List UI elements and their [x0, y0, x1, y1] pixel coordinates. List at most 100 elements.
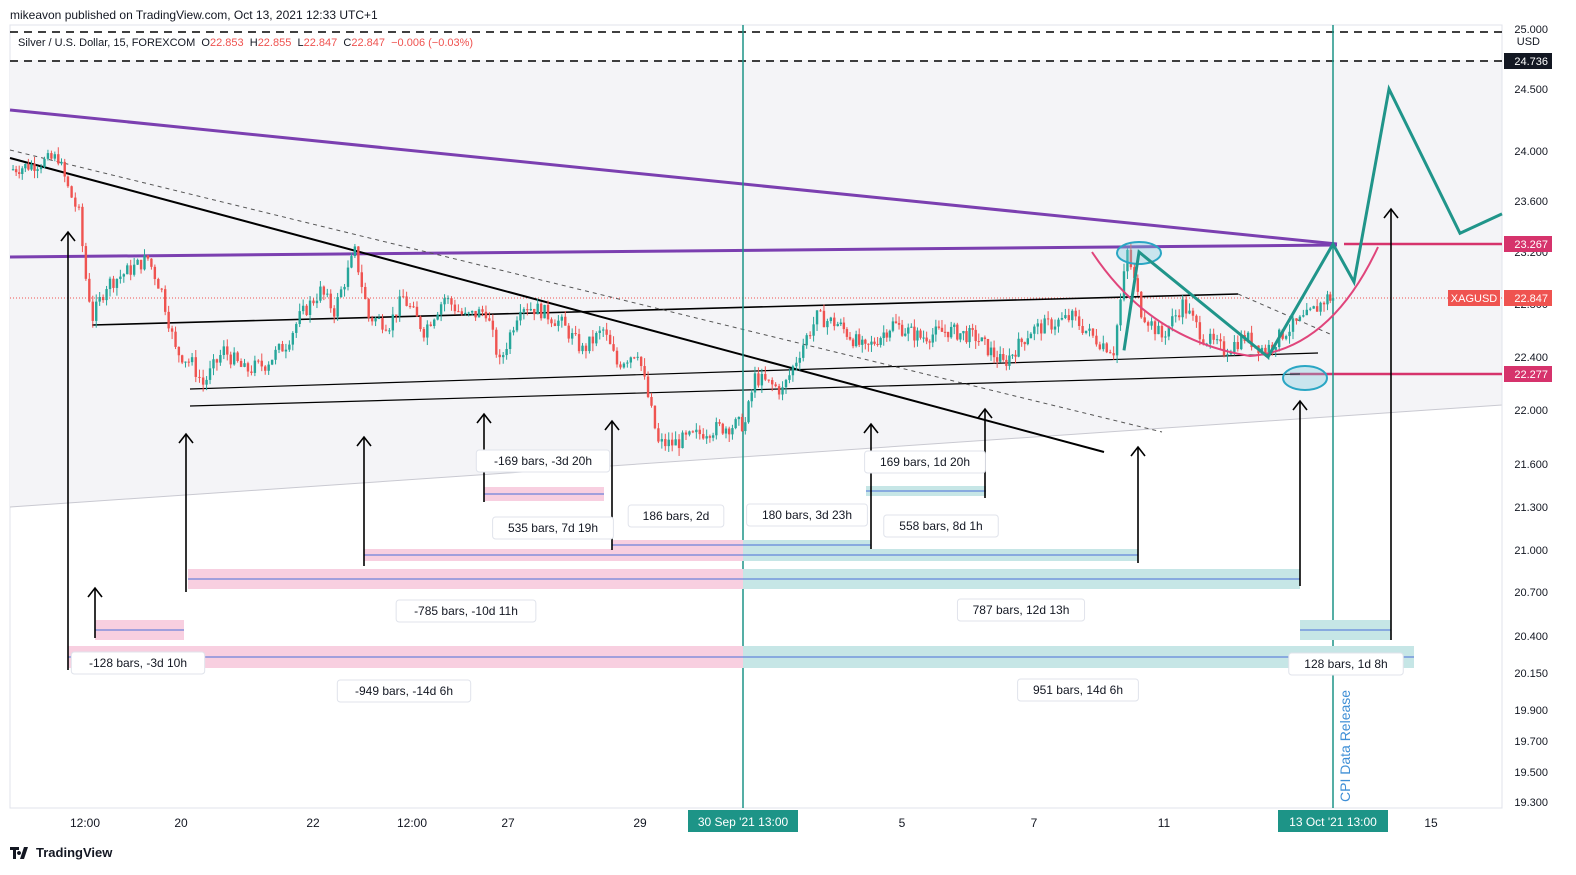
candle-body — [50, 153, 53, 159]
candle-body — [229, 354, 232, 365]
candle-body — [653, 405, 657, 429]
candle-body — [702, 434, 705, 439]
candle-body — [30, 163, 33, 170]
price-badge — [1504, 236, 1552, 252]
candle-body — [677, 439, 681, 449]
candle-body — [913, 326, 916, 341]
candle-body — [95, 301, 98, 321]
candle-body — [160, 288, 163, 290]
candle-body — [1008, 355, 1011, 366]
candle-body — [519, 311, 522, 321]
y-tick-label: 20.400 — [1514, 631, 1548, 643]
candle-body — [564, 316, 567, 326]
candle-body — [412, 306, 415, 308]
candle-body — [815, 310, 819, 325]
candle-body — [180, 355, 184, 363]
currency-label: USD — [1517, 36, 1540, 48]
candle-body — [498, 354, 501, 358]
candle-body — [851, 339, 855, 347]
candle-body — [822, 310, 826, 328]
candle-body — [226, 346, 229, 355]
candle-body — [956, 324, 959, 340]
candle-body — [60, 161, 63, 164]
candle-body — [1011, 354, 1014, 356]
candle-body — [660, 439, 664, 442]
candle-body — [1177, 315, 1181, 318]
candle-body — [377, 318, 381, 320]
measure-label: 787 bars, 12d 13h — [973, 603, 1070, 617]
candle-body — [1326, 294, 1329, 305]
candle-body — [477, 309, 481, 318]
candle-body — [688, 431, 691, 435]
candle-body — [1174, 315, 1177, 317]
candle-body — [57, 154, 60, 164]
price-badge-label: 22.277 — [1514, 369, 1548, 381]
measure-label-box — [746, 503, 868, 527]
arrow-186-head — [604, 419, 620, 431]
candle-body — [1081, 326, 1084, 334]
candle-body — [115, 278, 119, 288]
candle-body — [398, 296, 401, 316]
measure-label-box — [627, 504, 725, 528]
x-tick-label: 22 — [306, 816, 320, 830]
symbol-title: Silver / U.S. Dollar, 15, FOREXCOM — [18, 37, 196, 49]
candle-body — [1023, 342, 1026, 345]
candle-body — [619, 364, 622, 368]
candle-body — [536, 303, 539, 315]
candle-body — [1160, 325, 1164, 338]
candle-body — [1091, 328, 1095, 336]
price-badge — [1504, 366, 1552, 382]
candle-body — [319, 286, 322, 301]
candle-body — [791, 366, 795, 376]
candle-body — [1002, 354, 1005, 360]
candle-body — [1119, 299, 1122, 326]
price-badge — [1504, 53, 1552, 69]
candle-body — [670, 439, 674, 446]
candle-body — [919, 330, 922, 338]
candle-body — [903, 333, 907, 336]
candle-body — [450, 298, 453, 305]
candle-body — [329, 293, 332, 309]
candle-body — [281, 344, 284, 352]
time-badge — [688, 810, 798, 832]
candle-body — [308, 300, 312, 315]
measure-label: 180 bars, 3d 23h — [762, 508, 852, 522]
x-tick-label: 11 — [1158, 816, 1171, 830]
candle-body — [364, 286, 367, 300]
candle-body — [1064, 315, 1067, 319]
candle-body — [870, 341, 873, 345]
measure-label-box — [492, 516, 614, 540]
candle-body — [139, 259, 143, 270]
footer-brand[interactable]: TradingView — [10, 845, 112, 860]
candle-body — [995, 357, 999, 362]
candle-body — [598, 330, 601, 333]
candle-body — [965, 331, 968, 343]
candle-body — [974, 329, 977, 342]
candle-body — [98, 296, 101, 302]
candle-body — [27, 163, 30, 170]
candle-body — [1305, 309, 1308, 316]
time-badge-label: 30 Sep '21 13:00 — [698, 815, 789, 829]
candle-body — [146, 255, 150, 259]
candle-body — [384, 329, 388, 331]
candle-body — [567, 325, 570, 339]
candle-body — [1188, 310, 1191, 314]
channel-upper-line — [91, 293, 1239, 326]
candle-body — [291, 332, 295, 345]
measure-label: 169 bars, 1d 20h — [880, 455, 970, 469]
candle-body — [491, 320, 495, 330]
candle-body — [136, 259, 139, 265]
candle-body — [422, 329, 426, 338]
candle-body — [718, 422, 721, 424]
x-tick-label: 5 — [899, 816, 906, 830]
candle-body — [108, 278, 112, 290]
candle-body — [842, 322, 846, 330]
candle-body — [949, 326, 953, 338]
candle-body — [724, 428, 728, 434]
candle-body — [1274, 347, 1277, 350]
candle-body — [1246, 332, 1250, 341]
candle-body — [391, 314, 395, 331]
candle-body — [781, 387, 784, 395]
candle-body — [1074, 310, 1077, 317]
